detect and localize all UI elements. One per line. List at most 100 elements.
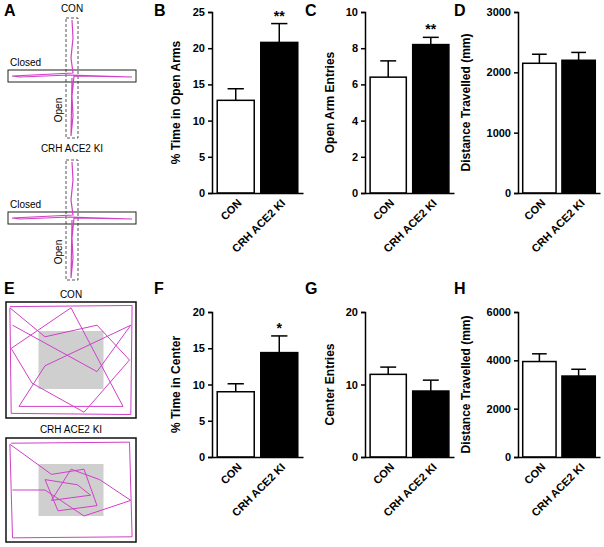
axis-line xyxy=(208,13,213,194)
plot-area xyxy=(217,24,298,193)
category-label: CRH ACE2 KI xyxy=(230,197,288,255)
tick: 0 xyxy=(352,451,365,463)
tick-mark xyxy=(208,84,212,86)
y-axis-title: Distance Travelled (mm) xyxy=(459,33,473,171)
open-field: CON xyxy=(6,289,136,418)
tick: 15 xyxy=(193,78,212,90)
error-cap xyxy=(228,88,244,90)
axis-line xyxy=(361,313,366,458)
category-tick: CRH ACE2 KI xyxy=(529,457,587,519)
bar xyxy=(413,391,449,457)
error-bar xyxy=(532,354,547,362)
tick-mark xyxy=(208,421,212,423)
bar xyxy=(523,362,556,457)
axis-line xyxy=(208,313,213,458)
open-label: Open xyxy=(53,240,64,264)
axis-line xyxy=(514,313,519,458)
tick-label: 10 xyxy=(346,379,358,391)
error-bar xyxy=(532,54,547,63)
significance: * xyxy=(277,320,283,336)
error-bar xyxy=(228,384,244,392)
category-tick: CON xyxy=(522,193,548,222)
y-axis: 0200040006000 xyxy=(487,306,519,463)
y-axis: 0100020003000 xyxy=(487,6,519,199)
bar-chart: F05101520CONCRH ACE2 KI% Time in Center* xyxy=(154,280,304,519)
category-tick: CON xyxy=(371,457,397,486)
y-axis-title: % Time in Center xyxy=(169,336,183,433)
bar xyxy=(217,392,254,457)
track-title: CON xyxy=(60,289,82,300)
category-label: CON xyxy=(218,197,244,223)
error-bar xyxy=(271,24,287,43)
category-tick: CON xyxy=(371,193,397,222)
axis-line xyxy=(519,457,601,459)
error-bar xyxy=(271,336,287,353)
tick-mark xyxy=(361,193,365,195)
tick-label: 2000 xyxy=(487,66,511,78)
tick: 10 xyxy=(193,115,212,127)
tick-mark xyxy=(361,12,365,14)
tick: 6000 xyxy=(487,306,518,318)
tick-mark xyxy=(208,193,212,195)
tick-label: 20 xyxy=(346,306,358,318)
tick: 8 xyxy=(352,42,365,54)
error-cap xyxy=(571,52,586,54)
tick-label: 8 xyxy=(352,42,358,54)
error-bar xyxy=(571,52,586,60)
error-stem xyxy=(578,52,580,60)
trajectory xyxy=(10,305,132,414)
tick: 2000 xyxy=(487,66,518,78)
trajectory xyxy=(10,442,132,538)
tick-mark xyxy=(514,360,518,362)
error-stem xyxy=(387,61,389,77)
tick: 10 xyxy=(346,6,365,18)
tick-mark xyxy=(208,48,212,50)
tick-mark xyxy=(208,457,212,459)
error-stem xyxy=(430,380,432,391)
bar-chart: H0200040006000CONCRH ACE2 KIDistance Tra… xyxy=(454,280,601,519)
category-label: CRH ACE2 KI xyxy=(381,197,439,255)
tick: 0 xyxy=(505,187,518,199)
category-tick: CRH ACE2 KI xyxy=(230,457,288,519)
tick-label: 4 xyxy=(352,115,359,127)
panel-letter: C xyxy=(305,2,317,19)
tick-mark xyxy=(208,157,212,159)
x-axis: CONCRH ACE2 KI xyxy=(213,193,304,255)
y-axis: 05101520 xyxy=(193,306,213,463)
tick-label: 15 xyxy=(193,342,205,354)
axis-line xyxy=(213,457,304,459)
bar xyxy=(217,100,254,193)
error-stem xyxy=(235,89,237,101)
tick: 0 xyxy=(199,187,212,199)
x-axis: CONCRH ACE2 KI xyxy=(519,457,601,519)
bar xyxy=(370,77,406,193)
category-label: CON xyxy=(371,461,397,487)
category-tick: CON xyxy=(522,457,548,486)
axis-line xyxy=(213,193,304,195)
category-label: CRH ACE2 KI xyxy=(381,461,439,519)
tick: 20 xyxy=(193,306,212,318)
tick-mark xyxy=(208,312,212,314)
tick-label: 6000 xyxy=(487,306,511,318)
category-tick: CON xyxy=(218,193,244,222)
bar-chart: G01020CONCRH ACE2 KICenter Entries xyxy=(305,280,455,519)
category-label: CRH ACE2 KI xyxy=(529,461,587,519)
tick: 6 xyxy=(352,78,365,90)
open-field: CRH ACE2 KI xyxy=(6,424,136,542)
bar xyxy=(413,45,449,193)
error-cap xyxy=(532,353,547,355)
error-cap xyxy=(228,383,244,385)
track-title: CRH ACE2 KI xyxy=(41,143,103,154)
y-axis: 0 10 20 xyxy=(346,306,366,463)
category-label: CON xyxy=(522,197,548,223)
y-axis-title: % Time in Open Arms xyxy=(169,40,183,164)
category-label: CRH ACE2 KI xyxy=(230,461,288,519)
tick: 20 xyxy=(193,42,212,54)
panel-letter: H xyxy=(454,280,466,297)
maze: CRH ACE2 KIClosedOpen xyxy=(8,143,136,280)
tick-label: 10 xyxy=(193,379,205,391)
tick-mark xyxy=(514,12,518,14)
tick-mark xyxy=(361,384,365,386)
track-title: CRH ACE2 KI xyxy=(40,424,102,435)
figure: AECONClosedOpenCRH ACE2 KIClosedOpenCONC… xyxy=(0,0,604,547)
